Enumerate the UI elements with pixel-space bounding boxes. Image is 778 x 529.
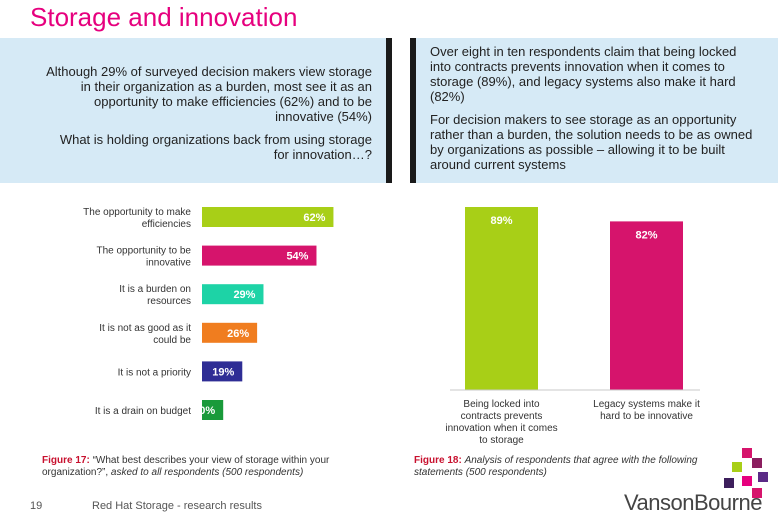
right-summary-box: Over eight in ten respondents claim that… xyxy=(410,38,778,183)
category-label: resources xyxy=(147,296,191,307)
bar-value-label: 26% xyxy=(227,328,249,340)
bar-4 xyxy=(202,322,258,343)
category-label: The opportunity to make xyxy=(83,207,191,218)
column-value-label: 82% xyxy=(635,229,657,241)
right-conclusion-text: For decision makers to see storage as an… xyxy=(430,112,753,172)
figure-18-text: Analysis of respondents that agree with … xyxy=(414,455,698,478)
bar-value-label: 62% xyxy=(303,212,325,224)
logo-square xyxy=(742,476,752,486)
logo-square xyxy=(732,462,742,472)
figure-18-label: Figure 18: xyxy=(414,455,462,466)
column-category-label: hard to be innovative xyxy=(600,411,693,422)
logo-square xyxy=(758,472,768,482)
bar-5 xyxy=(202,361,243,382)
logo-square xyxy=(724,478,734,488)
vansonbourne-logo-mark xyxy=(724,448,768,498)
bar-value-label: 54% xyxy=(286,251,308,263)
figure-17-note: asked to all respondents (500 respondent… xyxy=(108,467,304,478)
bar-3 xyxy=(202,284,264,305)
left-question-text: What is holding organizations back from … xyxy=(59,132,372,162)
logo-square xyxy=(752,488,762,498)
footer-text: Red Hat Storage - research results xyxy=(92,500,262,512)
page-number: 19 xyxy=(30,500,43,512)
page-title: Storage and innovation xyxy=(30,2,298,32)
column-category-label: innovation when it comes xyxy=(445,423,557,434)
category-label: It is not as good as it xyxy=(99,323,191,334)
category-label: It is a burden on xyxy=(119,284,191,295)
logo-square xyxy=(752,458,762,468)
bar-value-label: 10% xyxy=(193,405,215,417)
bar-6 xyxy=(202,400,224,420)
column-category-label: contracts prevents xyxy=(461,411,543,422)
column-category-label: Being locked into xyxy=(463,399,540,410)
category-label: could be xyxy=(153,335,191,346)
category-label: It is a drain on budget xyxy=(95,406,191,417)
bar-value-label: 29% xyxy=(233,289,255,301)
category-label: The opportunity to be xyxy=(96,246,191,257)
bar-2 xyxy=(202,245,317,266)
column-1 xyxy=(465,207,538,390)
column-value-label: 89% xyxy=(490,215,512,227)
figure-17-caption: Figure 17: “What best describes your vie… xyxy=(42,455,392,479)
column-2 xyxy=(610,221,683,390)
vansonbourne-logo: VansonBourne xyxy=(624,490,762,515)
right-summary-text: Over eight in ten respondents claim that… xyxy=(430,44,737,104)
bar-value-label: 19% xyxy=(212,366,234,378)
figure-17-question: “What best describes your view of storag… xyxy=(42,455,330,478)
category-label: It is not a priority xyxy=(118,367,191,378)
category-label: innovative xyxy=(146,258,191,269)
left-summary-text: Although 29% of surveyed decision makers… xyxy=(46,64,372,124)
column-category-label: to storage xyxy=(479,435,524,446)
bar-1 xyxy=(202,207,334,227)
logo-square xyxy=(742,448,752,458)
category-label: efficiencies xyxy=(142,219,191,230)
figure-17-label: Figure 17: xyxy=(42,455,90,466)
figure-18-caption: Figure 18: Analysis of respondents that … xyxy=(414,455,744,479)
left-summary-box: Although 29% of surveyed decision makers… xyxy=(0,38,392,183)
column-category-label: Legacy systems make it xyxy=(593,399,700,410)
